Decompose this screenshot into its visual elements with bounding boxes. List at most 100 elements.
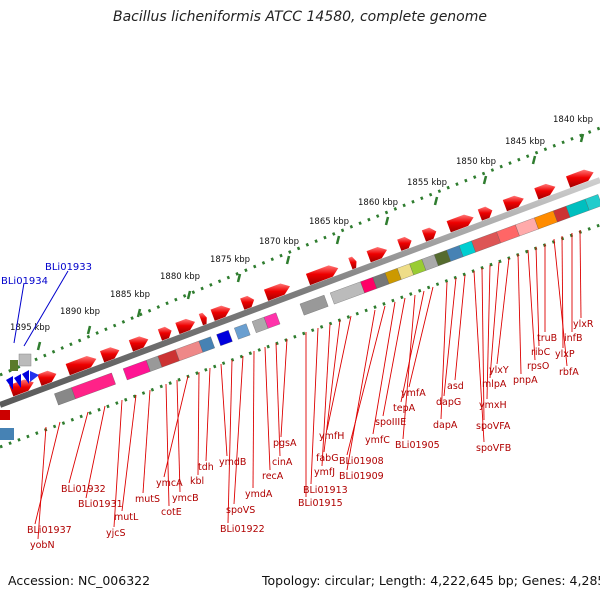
forward-gene (198, 312, 207, 326)
leader-line (37, 426, 47, 540)
reverse-gene (71, 372, 116, 400)
leader-line (205, 367, 211, 462)
forward-gene (240, 295, 255, 310)
reverse-gene (263, 312, 281, 329)
forward-gene (210, 305, 231, 321)
scale-tick (433, 196, 439, 206)
scale-tick (186, 290, 192, 300)
leader-bli01934 (13, 282, 25, 344)
scale-tick (335, 235, 341, 245)
gene-label: spoVFA (476, 421, 511, 432)
forward-gene (366, 247, 388, 263)
gene-label: mutL (114, 512, 139, 523)
gene-label: kbl (190, 476, 204, 487)
scale-label: 1885 kbp (110, 290, 150, 300)
scale-tick (36, 341, 42, 351)
leader-line (310, 327, 319, 485)
gene-label: ribC (531, 347, 551, 358)
leader-line (346, 309, 376, 471)
gene-label: BLi01908 (339, 456, 384, 467)
forward-gene (534, 183, 556, 200)
gene-label: ymcA (156, 478, 183, 489)
leader-line (408, 286, 434, 388)
leader-line (176, 379, 181, 493)
reverse-genes (54, 194, 600, 406)
gene-label: pgsA (273, 438, 297, 449)
gene-label: ymxH (479, 400, 507, 411)
leader-line (233, 355, 244, 505)
leader-line (400, 290, 425, 403)
forward-gene (99, 347, 120, 363)
gene-label: ymfA (401, 388, 426, 399)
leader-line (382, 297, 406, 417)
leader-line (454, 274, 466, 381)
gene-label: cotE (161, 507, 182, 518)
leader-line (264, 346, 271, 471)
scale-tick (86, 325, 92, 335)
reverse-gene (299, 294, 329, 316)
reverse-gene (515, 217, 539, 237)
scale-label: 1855 kbp (407, 178, 447, 188)
leader-line (323, 319, 341, 453)
label-bli01934: BLi01934 (1, 276, 48, 287)
scale-label: 1870 kbp (259, 237, 299, 247)
forward-gene (157, 326, 172, 341)
gene-label: ylxY (489, 365, 509, 376)
forward-gene (348, 256, 357, 270)
blue-genes (0, 353, 39, 440)
leader-line (489, 261, 500, 379)
gene-label: yobN (30, 540, 55, 551)
leader-lines (34, 229, 582, 540)
leader-line (443, 277, 457, 397)
gene-label: truB (537, 333, 557, 344)
scale-ticks (36, 133, 585, 351)
gene-label: ymfC (365, 435, 390, 446)
leader-line (252, 350, 255, 489)
leader-line (553, 238, 568, 367)
gene-label: recA (262, 471, 284, 482)
leader-line (321, 323, 331, 467)
leader-line (481, 267, 485, 421)
forward-gene (305, 265, 339, 286)
leader-line (372, 301, 396, 435)
leader-line (440, 281, 448, 420)
leader-line (579, 229, 582, 319)
forward-gene (37, 370, 57, 386)
reverse-gene (234, 323, 251, 340)
gene-label: mlpA (482, 379, 507, 390)
gene-label: rbfA (559, 367, 579, 378)
gene-label: BLi01937 (27, 525, 72, 536)
gene-label: pnpA (513, 375, 538, 386)
gene-label: spoIIIE (375, 417, 406, 428)
leader-line (85, 405, 106, 499)
scale-tick (136, 308, 142, 318)
genome-summary: Topology: circular; Length: 4,222,645 bp… (262, 573, 600, 588)
forward-gene (397, 236, 412, 251)
gene-label: fabG (316, 453, 339, 464)
scale-arc (0, 126, 600, 377)
gene-label: asd (447, 381, 464, 392)
scale-tick (384, 216, 390, 226)
gene-label: spoVFB (476, 443, 511, 454)
gene-label: spoVS (226, 505, 255, 516)
forward-gene (421, 227, 437, 242)
leader-line (486, 264, 491, 400)
gene-label: ymfH (319, 431, 344, 442)
forward-gene (502, 195, 524, 212)
reverse-gene (534, 210, 558, 230)
leader-line (561, 235, 564, 349)
leader-line (68, 411, 89, 484)
leader-line (535, 246, 540, 347)
gene-label: BLi01932 (61, 484, 106, 495)
leader-line (142, 389, 151, 494)
gene-label: ymdB (219, 457, 246, 468)
accession: Accession: NC_006322 (8, 573, 151, 588)
gene-label: BLi01913 (303, 485, 348, 496)
leader-line (517, 253, 522, 375)
forward-genes (9, 169, 594, 397)
label-bli01933: BLi01933 (45, 262, 92, 273)
gene-label: ymcB (172, 493, 199, 504)
gene-label: BLi01931 (78, 499, 123, 510)
reverse-gene (329, 281, 365, 305)
leader-line (113, 399, 123, 528)
